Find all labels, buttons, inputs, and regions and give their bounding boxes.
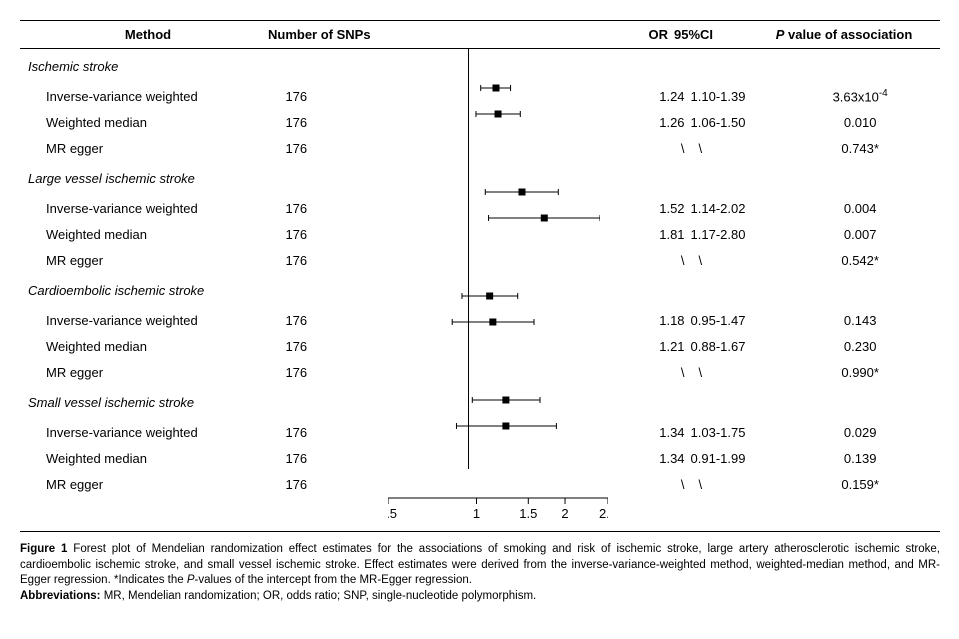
or-value: \ xyxy=(625,365,691,380)
svg-text:2.8: 2.8 xyxy=(599,506,608,521)
caption-abbr-text: MR, Mendelian randomization; OR, odds ra… xyxy=(101,590,537,602)
or-value: \ xyxy=(625,477,691,492)
method-label: Inverse-variance weighted xyxy=(20,89,285,104)
or-value: 1.21 xyxy=(625,339,691,354)
data-row: MR egger176\\0.159* xyxy=(20,471,940,497)
method-label: MR egger xyxy=(20,477,285,492)
p-value: 0.990* xyxy=(780,365,940,380)
ci-value: \ xyxy=(691,477,781,492)
or-value: 1.34 xyxy=(625,425,691,440)
forest-table: Method Number of SNPs OR 95%CI P value o… xyxy=(20,20,940,532)
figure-caption: Figure 1 Forest plot of Mendelian random… xyxy=(20,542,940,604)
svg-text:1.5: 1.5 xyxy=(519,506,537,521)
method-label: MR egger xyxy=(20,365,285,380)
p-value: 0.542* xyxy=(780,253,940,268)
or-value: 1.24 xyxy=(625,89,691,104)
p-value: 0.029 xyxy=(780,425,940,440)
caption-fig-label: Figure 1 xyxy=(20,543,67,555)
ci-value: 1.06-1.50 xyxy=(691,115,781,130)
p-value: 0.743* xyxy=(780,141,940,156)
method-label: Inverse-variance weighted xyxy=(20,201,285,216)
p-value: 0.230 xyxy=(780,339,940,354)
p-value: 0.007 xyxy=(780,227,940,242)
table-body: Ischemic stroke Inverse-variance weighted… xyxy=(20,49,940,497)
or-value: \ xyxy=(625,141,691,156)
or-value: 1.34 xyxy=(625,451,691,466)
or-value: 1.81 xyxy=(625,227,691,242)
svg-text:2: 2 xyxy=(561,506,568,521)
ci-value: 1.17-2.80 xyxy=(691,227,781,242)
method-label: MR egger xyxy=(20,141,285,156)
p-value: 0.004 xyxy=(780,201,940,216)
header-plot-spacer xyxy=(388,27,608,42)
header-ci: 95%CI xyxy=(674,27,764,42)
svg-text:0.5: 0.5 xyxy=(388,506,397,521)
group-label: Small vessel ischemic stroke xyxy=(20,395,268,410)
method-label: Weighted median xyxy=(20,339,285,354)
ci-value: 0.88-1.67 xyxy=(691,339,781,354)
method-label: Weighted median xyxy=(20,451,285,466)
snps-value: 176 xyxy=(285,477,405,492)
ci-value: 1.14-2.02 xyxy=(691,201,781,216)
or-value: 1.18 xyxy=(625,313,691,328)
group-label: Ischemic stroke xyxy=(20,59,268,74)
or-value: 1.52 xyxy=(625,201,691,216)
ci-value: \ xyxy=(691,365,781,380)
caption-text-2: -values of the intercept from the MR-Egg… xyxy=(195,574,472,586)
method-label: Inverse-variance weighted xyxy=(20,313,285,328)
axis-row: 0.5 1 1.5 2 2.8 xyxy=(20,497,940,531)
caption-p-symbol: P xyxy=(187,574,195,586)
ci-value: \ xyxy=(691,141,781,156)
p-value: 0.010 xyxy=(780,115,940,130)
p-value: 0.139 xyxy=(780,451,940,466)
header-snps: Number of SNPs xyxy=(268,27,388,42)
p-value: 0.143 xyxy=(780,313,940,328)
table-header: Method Number of SNPs OR 95%CI P value o… xyxy=(20,21,940,49)
header-or: OR xyxy=(608,27,674,42)
caption-abbr-label: Abbreviations: xyxy=(20,590,101,602)
method-label: Inverse-variance weighted xyxy=(20,425,285,440)
group-label: Cardioembolic ischemic stroke xyxy=(20,283,268,298)
caption-text-1: Forest plot of Mendelian randomization e… xyxy=(20,543,940,586)
header-pvalue: P value of association xyxy=(764,27,924,42)
ci-value: 1.10-1.39 xyxy=(691,89,781,104)
svg-text:1: 1 xyxy=(473,506,480,521)
p-value: 0.159* xyxy=(780,477,940,492)
ci-value: 0.91-1.99 xyxy=(691,451,781,466)
header-pvalue-text: value of association xyxy=(784,27,912,42)
method-label: MR egger xyxy=(20,253,285,268)
ci-value: 0.95-1.47 xyxy=(691,313,781,328)
group-label: Large vessel ischemic stroke xyxy=(20,171,268,186)
method-label: Weighted median xyxy=(20,115,285,130)
x-axis-svg: 0.5 1 1.5 2 2.8 xyxy=(388,496,608,530)
ci-value: \ xyxy=(691,253,781,268)
p-value: 3.63x10-4 xyxy=(780,88,940,104)
ci-value: 1.03-1.75 xyxy=(691,425,781,440)
forest-plot-container: Method Number of SNPs OR 95%CI P value o… xyxy=(20,20,940,604)
plot-axis: 0.5 1 1.5 2 2.8 xyxy=(388,496,608,533)
header-method: Method xyxy=(20,27,268,42)
method-label: Weighted median xyxy=(20,227,285,242)
forest-plot-svg xyxy=(380,49,600,469)
or-value: 1.26 xyxy=(625,115,691,130)
or-value: \ xyxy=(625,253,691,268)
